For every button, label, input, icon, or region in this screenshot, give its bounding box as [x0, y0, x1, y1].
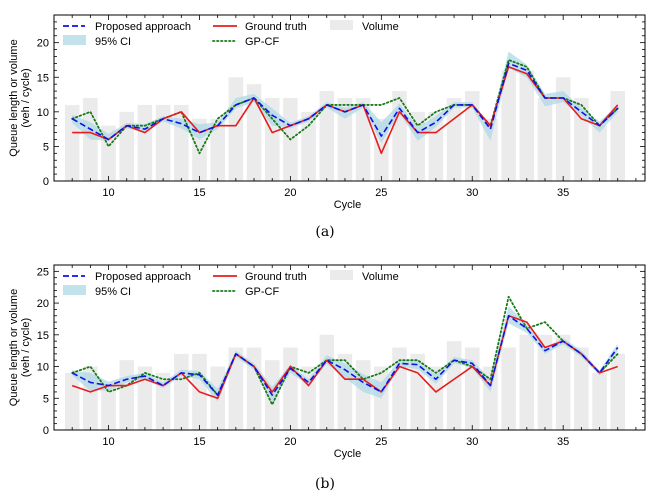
y-tick-label: 25 [37, 266, 49, 278]
y-axis-label-line1: Queue length or volume [8, 39, 20, 156]
y-tick-label: 5 [43, 141, 49, 153]
volume-bar [355, 98, 371, 181]
legend-proposed-label: Proposed approach [95, 21, 191, 33]
y-axis-label-line2: (veh / cycle) [20, 68, 32, 127]
volume-bar [555, 334, 571, 430]
figure-caption: (b) [315, 476, 335, 492]
volume-bar [283, 347, 298, 430]
volume-bar [446, 341, 462, 430]
volume-bar [119, 360, 135, 430]
legend: Proposed approach 95% CI Ground truth GP-CF… [63, 270, 399, 298]
volume-bar [155, 372, 171, 430]
gpcf-line [71, 295, 619, 406]
x-axis-label: Cycle [334, 199, 362, 211]
y-tick-label: 20 [37, 298, 49, 310]
volume-bar [319, 334, 335, 430]
volume-bar [355, 360, 371, 430]
volume-bar [610, 353, 625, 430]
y-tick-label: 15 [37, 72, 49, 84]
volume-bar [519, 70, 535, 181]
volume-bar [301, 111, 316, 181]
volume-bar [228, 347, 244, 430]
legend-volume-label: Volume [362, 271, 399, 283]
volume-bar [246, 84, 262, 181]
legend-volume-swatch [330, 270, 353, 280]
volume-bar [592, 372, 607, 430]
legend-proposed-label: Proposed approach [95, 271, 191, 283]
volume-bar [483, 118, 498, 181]
x-axis: 10 15 20 25 30 35 [71, 15, 637, 199]
x-tick-label: 15 [193, 187, 205, 199]
x-tick-label: 35 [557, 187, 569, 199]
ground-truth-line [71, 314, 618, 400]
volume-bar [101, 385, 116, 430]
chart-panel-a: 10 15 20 25 30 35 0 5 10 15 20 Cycle Queue length or… [8, 14, 646, 240]
proposed-approach-line [71, 314, 619, 396]
volume-bar [592, 125, 607, 181]
volume-bar [428, 366, 444, 430]
volume-bar [610, 91, 625, 181]
legend: Proposed approach 95% CI Ground truth GP-CF… [63, 20, 399, 48]
volume-bar [174, 353, 189, 430]
volume-bar [537, 98, 553, 181]
chart-panel-b: 10 15 20 25 30 35 0 5 10 15 20 25 Cycle Queue length … [8, 264, 646, 492]
proposed-approach-line [71, 62, 619, 141]
y-tick-label: 10 [37, 107, 49, 119]
volume-bar [137, 104, 153, 181]
y-tick-label: 20 [37, 38, 49, 50]
x-tick-label: 25 [375, 436, 387, 448]
x-tick-label: 35 [557, 436, 569, 448]
legend-gpcf-label: GP-CF [245, 286, 280, 298]
volume-bar [374, 366, 389, 430]
x-tick-label: 10 [102, 436, 114, 448]
x-tick-label: 25 [375, 187, 387, 199]
y-axis: 0 5 10 15 20 25 [37, 264, 645, 437]
y-tick-label: 0 [43, 425, 49, 437]
ci-band [72, 51, 618, 143]
volume-bar [537, 334, 553, 430]
legend-volume-label: Volume [362, 21, 399, 33]
y-axis: 0 5 10 15 20 [37, 14, 645, 188]
volume-bar [410, 353, 425, 430]
volume-bar [210, 118, 225, 181]
volume-bar [519, 334, 535, 430]
y-axis-label-line2: (veh / cycle) [20, 318, 32, 377]
x-tick-label: 30 [466, 436, 478, 448]
x-tick-label: 10 [102, 187, 114, 199]
legend-ci-label: 95% CI [95, 286, 131, 298]
volume-bar [228, 77, 244, 181]
volume-bar [501, 70, 516, 181]
ci-band [72, 306, 618, 402]
y-axis-label-line1: Queue length or volume [8, 289, 20, 406]
y-tick-label: 5 [43, 393, 49, 405]
volume-bar [64, 372, 80, 430]
volume-bar [446, 98, 462, 181]
y-tick-label: 15 [37, 330, 49, 342]
y-tick-label: 10 [37, 362, 49, 374]
legend-volume-swatch [330, 20, 353, 30]
volume-bar [155, 104, 171, 181]
volume-bar [319, 91, 335, 181]
volume-bar [574, 347, 589, 430]
volume-bar [119, 111, 135, 181]
legend-ci-swatch [63, 285, 86, 295]
volume-bar [174, 104, 189, 181]
y-tick-label: 0 [43, 176, 49, 188]
legend-ci-swatch [63, 35, 86, 45]
x-tick-label: 15 [193, 436, 205, 448]
figure-caption: (a) [315, 224, 334, 240]
volume-bar [501, 347, 516, 430]
x-axis: 10 15 20 25 30 35 [71, 265, 637, 448]
legend-ci-label: 95% CI [95, 36, 131, 48]
x-tick-label: 30 [466, 187, 478, 199]
volume-bar [337, 98, 353, 181]
x-tick-label: 20 [284, 436, 296, 448]
x-tick-label: 20 [284, 187, 296, 199]
x-axis-label: Cycle [334, 448, 362, 460]
volume-bar [137, 366, 153, 430]
legend-ground-truth-label: Ground truth [245, 21, 307, 33]
legend-gpcf-label: GP-CF [245, 36, 280, 48]
legend-ground-truth-label: Ground truth [245, 271, 307, 283]
